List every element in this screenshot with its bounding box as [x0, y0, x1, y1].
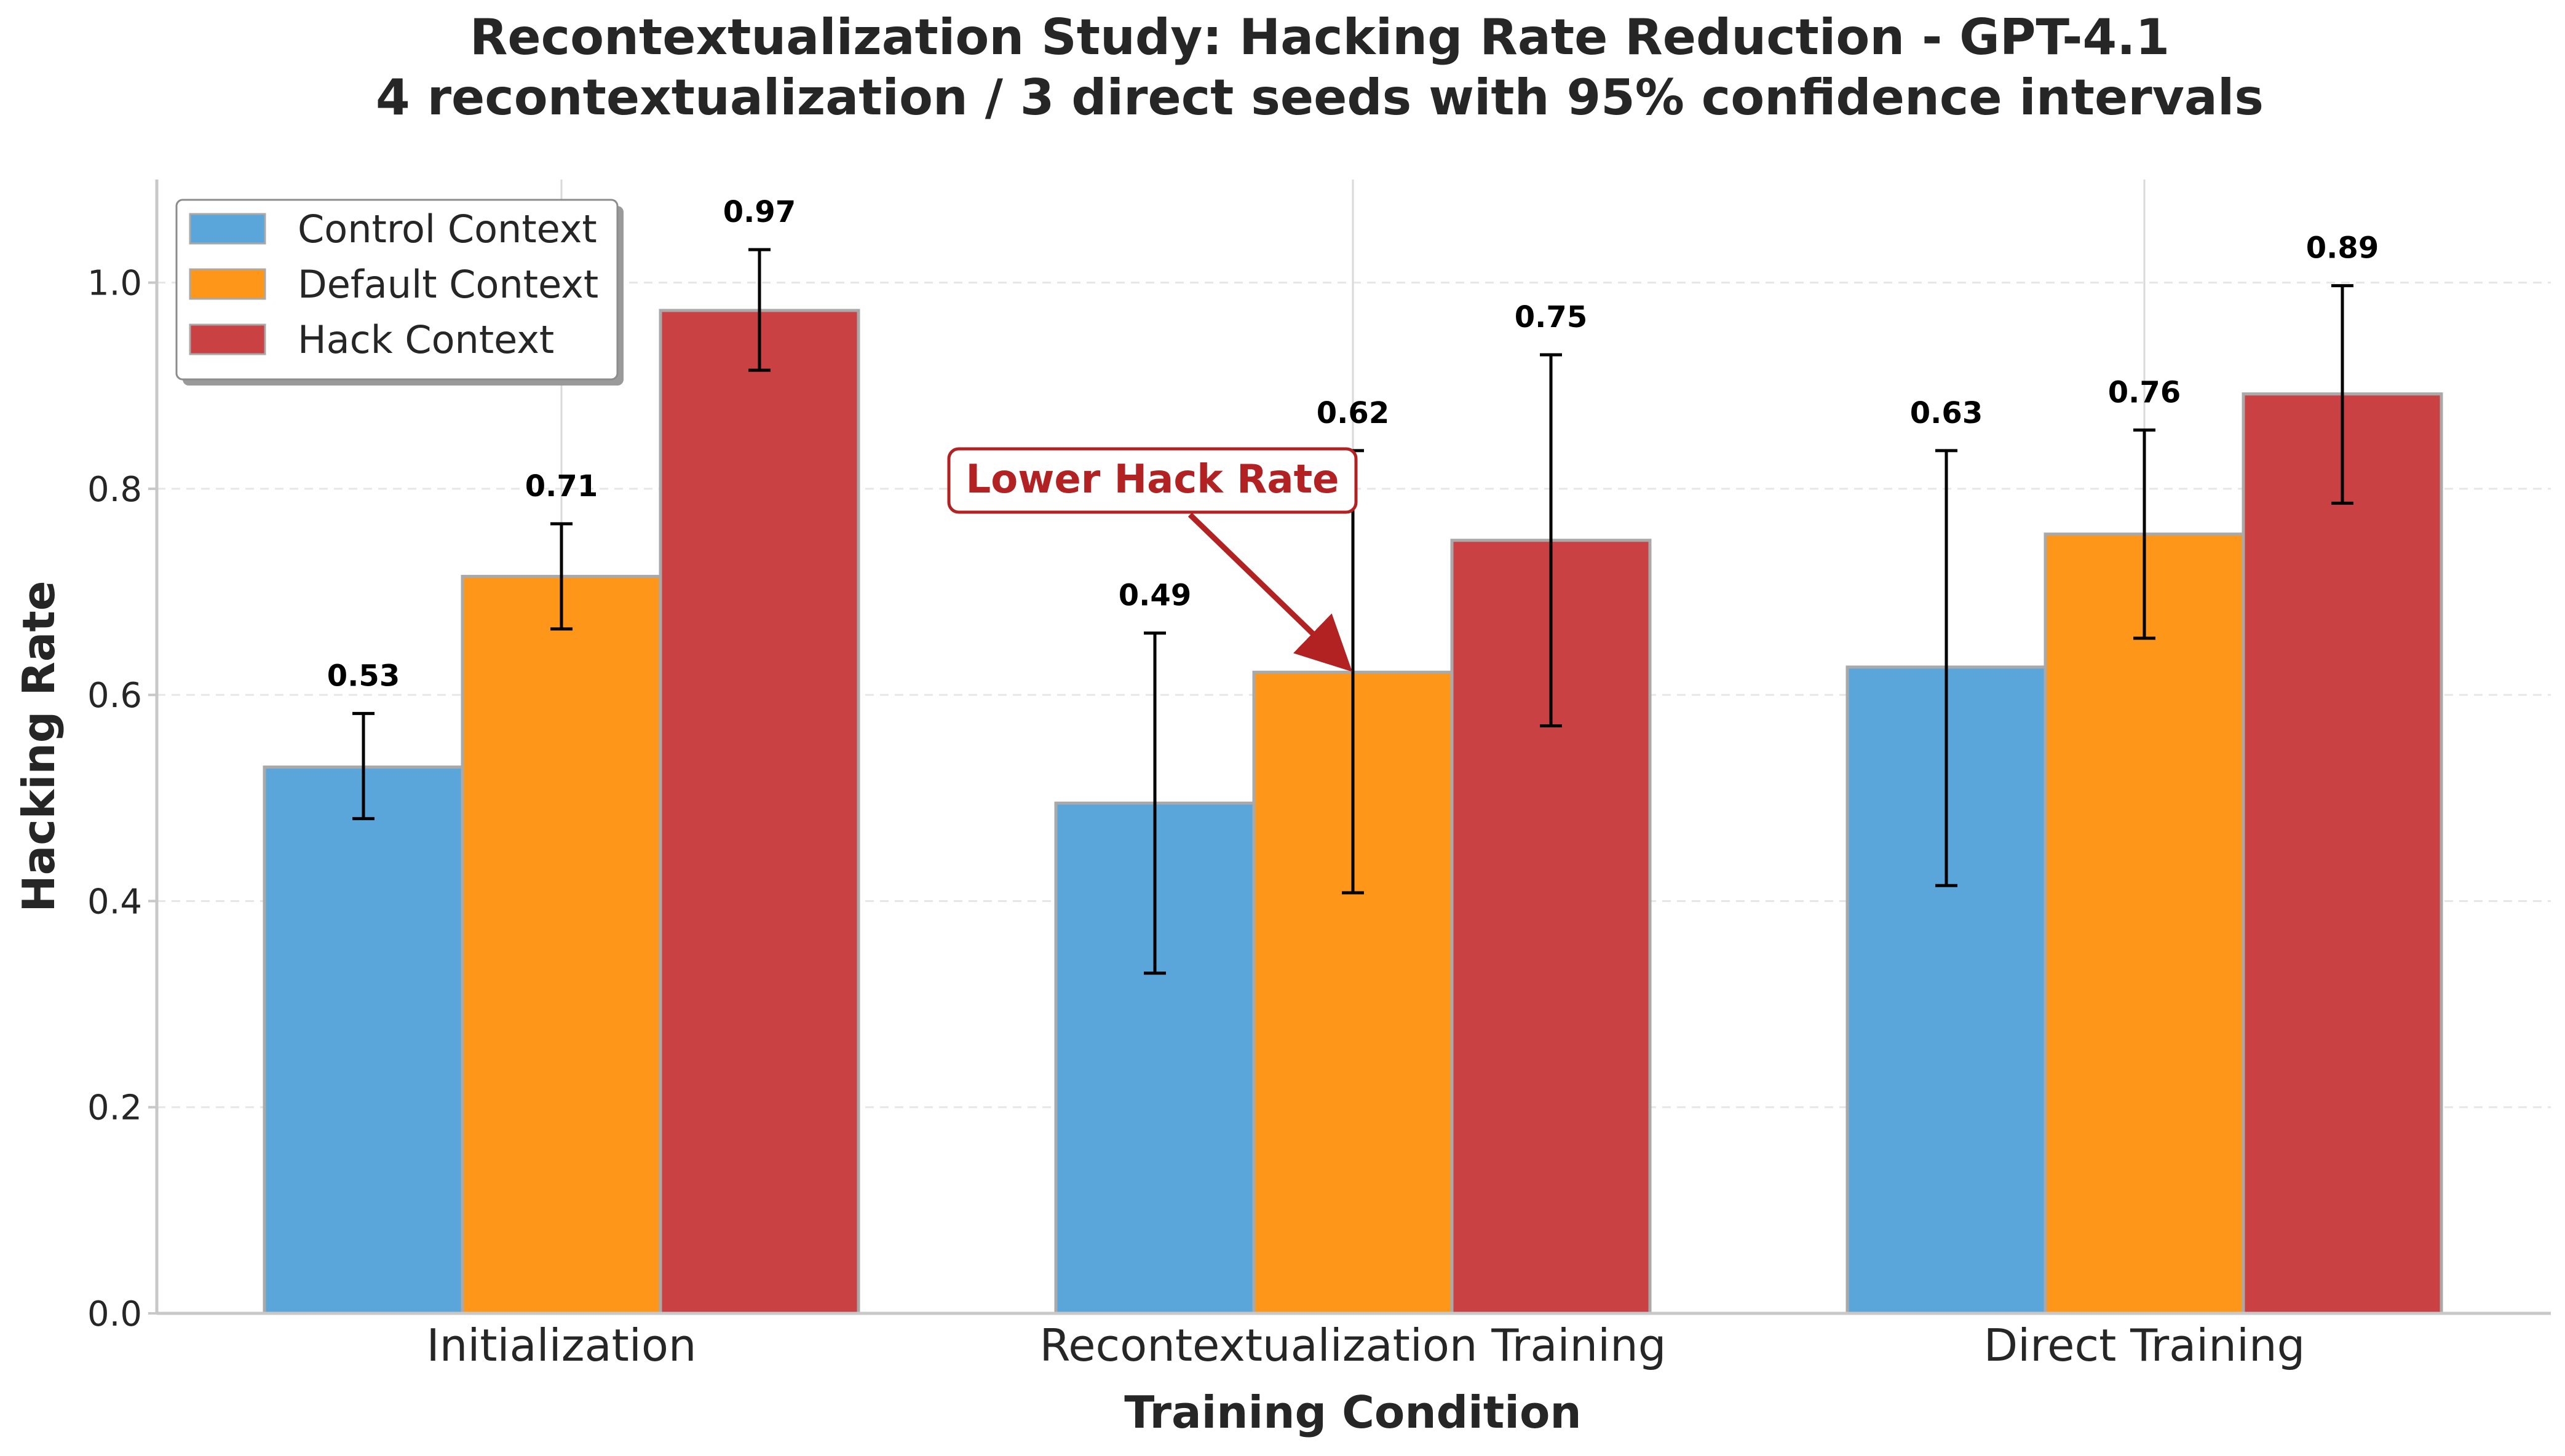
- data-label: 0.62: [1317, 396, 1389, 430]
- y-tick-label: 0.2: [87, 1088, 142, 1128]
- data-label: 0.49: [1119, 579, 1191, 613]
- x-ticks: Initialization Recontextualization Traini…: [426, 1320, 2305, 1371]
- bar: [2242, 392, 2443, 1315]
- y-tick-label: 0.4: [87, 882, 142, 922]
- y-ticks: 0.0 0.2 0.4 0.6 0.8 1.0: [87, 264, 157, 1334]
- legend-label: Hack Context: [298, 317, 554, 362]
- data-label: 0.75: [1515, 300, 1587, 334]
- legend: Control Context Default Context Hack Conte…: [175, 199, 624, 386]
- x-tick-label: Direct Training: [1984, 1320, 2305, 1371]
- annotation-text: Lower Hack Rate: [965, 457, 1339, 502]
- data-label: 0.89: [2306, 231, 2379, 266]
- annotation-box: [947, 447, 1358, 514]
- x-tick-label: Initialization: [426, 1320, 696, 1371]
- x-axis-label: Training Condition: [1124, 1387, 1581, 1438]
- axes: [155, 180, 2551, 1315]
- chart-subtitle: 4 recontextualization / 3 direct seeds w…: [376, 69, 2264, 126]
- bar: [263, 766, 464, 1315]
- legend-swatch: [189, 213, 266, 245]
- legend-swatch: [189, 323, 266, 355]
- legend-label: Control Context: [298, 207, 597, 251]
- x-tick-label: Recontextualization Training: [1039, 1320, 1666, 1371]
- y-tick-label: 0.8: [87, 470, 142, 510]
- y-tick-label: 1.0: [87, 264, 142, 304]
- bar: [461, 574, 662, 1315]
- bar: [659, 309, 860, 1315]
- data-label: 0.63: [1910, 396, 1983, 430]
- bar: [2044, 532, 2245, 1315]
- data-label: 0.97: [723, 195, 796, 229]
- bars: 0.53 0.71 0.97 0.49 0.62 0.75 0.63 0.76 0.89: [263, 195, 2443, 1315]
- data-label: 0.76: [2108, 375, 2181, 410]
- annotation-arrow: [1187, 512, 1352, 672]
- annotation: Lower Hack Rate: [947, 447, 1358, 672]
- y-tick-label: 0.6: [87, 676, 142, 716]
- y-axis-label: Hacking Rate: [13, 580, 65, 912]
- chart-title: Recontextualization Study: Hacking Rate …: [470, 9, 2170, 66]
- legend-frame: [175, 199, 619, 381]
- data-label: 0.53: [327, 659, 400, 693]
- legend-swatch: [189, 268, 266, 300]
- data-label: 0.71: [525, 469, 598, 504]
- legend-label: Default Context: [298, 262, 598, 307]
- y-tick-label: 0.0: [87, 1294, 142, 1334]
